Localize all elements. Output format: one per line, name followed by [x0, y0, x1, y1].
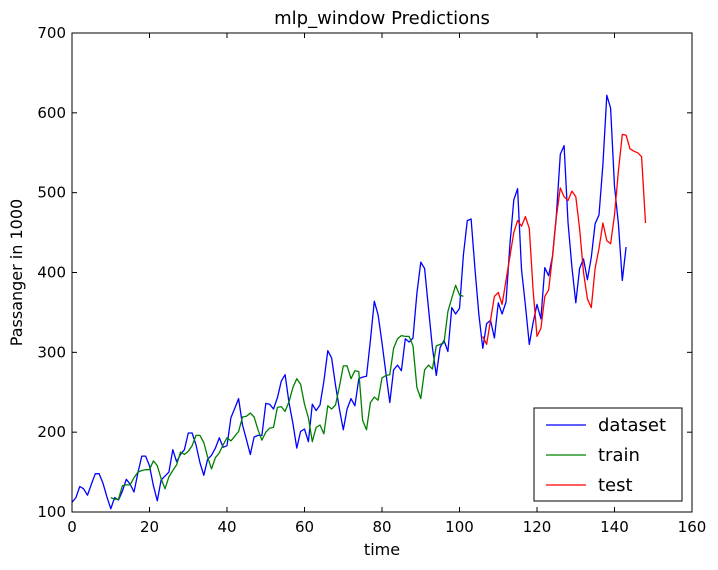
y-tick-label: 400: [37, 264, 66, 282]
x-tick-label: 120: [523, 518, 552, 536]
y-tick-label: 600: [37, 104, 66, 122]
legend: dataset train test: [533, 407, 683, 502]
series-line-dataset: [71, 94, 627, 510]
chart-title: mlp_window Predictions: [274, 8, 490, 29]
x-tick-label: 80: [372, 518, 391, 536]
x-tick-label: 140: [600, 518, 629, 536]
x-axis-label: time: [364, 540, 400, 559]
x-tick-label: 160: [678, 518, 707, 536]
series-line-test: [482, 133, 647, 346]
y-tick-label: 100: [37, 503, 66, 521]
legend-label-dataset: dataset: [598, 415, 666, 436]
x-tick-label: 60: [295, 518, 314, 536]
x-tick-label: 100: [445, 518, 474, 536]
y-tick-label: 700: [37, 24, 66, 42]
series-layer: [71, 94, 647, 510]
x-tick-label: 40: [217, 518, 236, 536]
x-tick-label: 0: [67, 518, 77, 536]
legend-label-test: test: [598, 475, 633, 496]
y-axis-label: Passanger in 1000: [7, 199, 26, 346]
x-tick-label: 20: [140, 518, 159, 536]
ticks-layer: 0 20 40 60 80 100 120 140 160 100 200 300 400 500 600 7…: [37, 24, 706, 536]
y-tick-label: 200: [37, 423, 66, 441]
y-tick-label: 300: [37, 343, 66, 361]
y-tick-label: 500: [37, 184, 66, 202]
legend-label-train: train: [598, 445, 640, 466]
series-line-train: [110, 284, 464, 500]
